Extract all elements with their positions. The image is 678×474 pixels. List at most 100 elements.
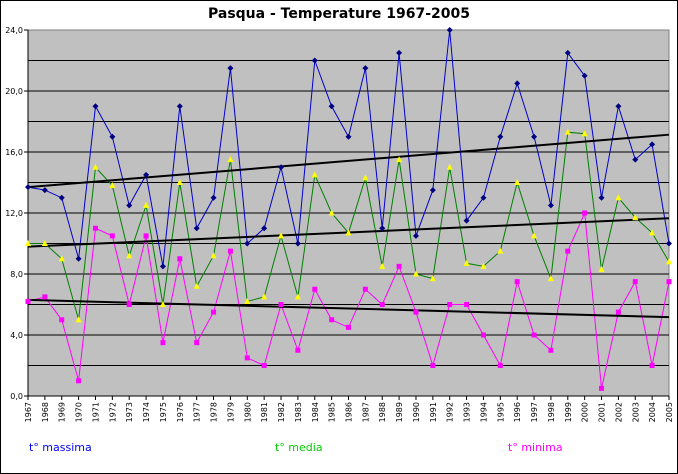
legend-massima: t° massima (29, 441, 92, 454)
point-media (463, 259, 470, 266)
point-media (210, 252, 217, 259)
y-tick-label: 24,0 (5, 26, 23, 35)
point-minima (329, 317, 335, 323)
point-massima (429, 187, 436, 194)
point-minima (514, 279, 520, 285)
point-minima (126, 302, 132, 307)
y-tick-label: 12,0 (5, 209, 23, 218)
point-minima (615, 309, 621, 315)
x-tick-label: 1972 (108, 402, 117, 422)
point-massima (92, 103, 99, 110)
point-massima (143, 171, 150, 178)
point-minima (497, 363, 503, 368)
point-massima (176, 103, 183, 110)
x-tick-label: 2004 (648, 402, 657, 422)
y-tick-label: 4,0 (10, 331, 23, 340)
point-minima (565, 248, 571, 254)
x-tick-label: 1978 (210, 402, 219, 422)
point-massima (379, 225, 386, 232)
trend-line-0 (27, 133, 670, 189)
point-media (294, 293, 301, 300)
point-media (109, 182, 116, 189)
x-tick-label: 1986 (345, 402, 354, 422)
point-massima (126, 202, 133, 209)
x-tick-label: 1983 (294, 402, 303, 422)
point-massima (362, 65, 369, 72)
point-minima (430, 363, 436, 368)
point-minima (109, 233, 115, 239)
point-minima (599, 385, 605, 391)
point-media (92, 163, 99, 170)
point-minima (194, 340, 200, 346)
y-tick-label: 0,0 (10, 392, 23, 401)
point-minima (160, 340, 166, 346)
point-media (126, 252, 133, 259)
y-tick-label: 20,0 (5, 87, 23, 96)
point-massima (564, 49, 571, 56)
point-media (547, 275, 554, 282)
x-tick-label: 1974 (142, 402, 151, 422)
point-minima (143, 233, 149, 239)
point-minima (295, 347, 301, 353)
x-tick-label: 1967 (24, 402, 33, 422)
point-massima (615, 103, 622, 110)
point-media (261, 293, 268, 300)
x-tick-label: 1987 (361, 402, 370, 422)
x-tick-label: 1975 (159, 402, 168, 422)
x-tick-label: 2001 (598, 402, 607, 422)
point-media (598, 265, 605, 272)
point-massima (58, 194, 65, 201)
point-minima (464, 302, 470, 307)
y-tick-label: 8,0 (10, 270, 23, 279)
legend-media: t° media (275, 441, 323, 454)
point-minima (649, 363, 655, 368)
point-media (75, 316, 82, 323)
legend-minima: t° minima (508, 441, 563, 454)
point-minima (25, 298, 31, 304)
point-media (632, 214, 639, 221)
point-massima (159, 263, 166, 270)
point-minima (362, 286, 368, 292)
point-minima (92, 225, 98, 231)
x-tick-label: 1980 (243, 402, 252, 422)
point-minima (379, 302, 385, 307)
point-media (429, 275, 436, 282)
point-massima (581, 72, 588, 79)
x-tick-label: 1969 (58, 402, 67, 422)
point-massima (497, 133, 504, 140)
point-massima (463, 217, 470, 224)
point-media (41, 240, 48, 246)
point-massima (193, 225, 200, 232)
point-media (311, 171, 318, 178)
point-minima (42, 294, 48, 300)
point-minima (447, 302, 453, 307)
point-media (581, 130, 588, 137)
point-media (412, 270, 419, 277)
point-massima (649, 141, 656, 148)
point-media (514, 179, 521, 185)
point-media (345, 229, 352, 236)
point-media (25, 240, 31, 246)
point-massima (278, 164, 285, 171)
trend-line-2 (27, 298, 670, 319)
point-minima (396, 263, 402, 269)
x-tick-label: 1997 (530, 402, 539, 422)
x-tick-label: 2002 (614, 402, 623, 422)
point-massima (109, 133, 116, 140)
point-massima (514, 80, 521, 87)
point-massima (446, 27, 453, 33)
point-massima (25, 184, 31, 191)
x-tick-label: 2005 (665, 402, 674, 422)
x-tick-label: 1993 (463, 402, 472, 422)
point-minima (531, 332, 537, 338)
point-massima (666, 240, 672, 247)
point-massima (547, 202, 554, 209)
point-massima (227, 65, 234, 72)
point-media (328, 209, 335, 216)
point-media (615, 194, 622, 201)
point-massima (261, 225, 268, 232)
point-minima (278, 302, 284, 307)
point-media (362, 174, 369, 181)
x-tick-label: 1996 (513, 402, 522, 422)
